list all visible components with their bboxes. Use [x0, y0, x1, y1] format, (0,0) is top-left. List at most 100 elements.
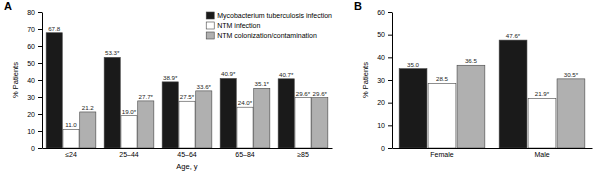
tick-label: 25–44: [119, 151, 139, 158]
tick-label: 20: [377, 99, 385, 106]
tick-mark: [388, 125, 392, 126]
bar: [121, 116, 137, 148]
bar: [237, 107, 253, 148]
data-label: 30.5*: [564, 71, 579, 78]
tick-label: 30: [377, 77, 385, 84]
tick-mark: [388, 80, 392, 81]
tick-label: Female: [430, 151, 453, 158]
data-label: 27.5*: [180, 93, 195, 100]
y-axis-title: % Patients: [361, 62, 370, 98]
data-label: 29.6*: [296, 90, 311, 97]
axis-line: [392, 13, 393, 149]
tick-mark: [388, 12, 392, 13]
panel-label: B: [354, 0, 362, 12]
bar: [138, 101, 154, 148]
tick: 30: [377, 77, 392, 84]
tick: 60: [377, 9, 392, 16]
tick: 80: [27, 9, 42, 16]
data-label: 35.0: [407, 61, 420, 68]
tick-label: 30: [27, 94, 35, 101]
bar: [278, 79, 294, 148]
data-label: 19.0*: [122, 108, 137, 115]
tick: 40: [377, 54, 392, 61]
tick-mark: [388, 103, 392, 104]
legend: Mycobacterium tuberculosis infection NTM …: [206, 12, 332, 39]
legend-entry: NTM colonization/contamination: [206, 32, 317, 39]
bar: [104, 57, 120, 148]
panel-label: A: [4, 0, 12, 12]
data-label: 40.7*: [279, 71, 294, 78]
bar: [312, 98, 328, 148]
bars: [46, 33, 328, 148]
tick: 50: [27, 60, 42, 67]
tick: 70: [27, 26, 42, 33]
bar: [254, 88, 270, 148]
figure: 67.853.3*38.9*40.9*40.7*11.019.0*27.5*24…: [0, 0, 600, 174]
data-label: 24.0*: [238, 99, 253, 106]
data-label: 40.9*: [221, 70, 236, 77]
data-labels: 35.0 47.6* 28.5 21.9* 36.5 30.5*: [407, 32, 579, 97]
bar: [557, 79, 585, 148]
data-label: 38.9*: [163, 74, 178, 81]
tick-mark: [38, 12, 42, 13]
data-labels: 67.853.3*38.9*40.9*40.7*11.019.0*27.5*24…: [48, 25, 327, 129]
data-label: 47.6*: [506, 32, 521, 39]
panel: 35.047.6*28.521.9*36.530.5*0102030405060…: [354, 0, 593, 158]
legend-label: Mycobacterium tuberculosis infection: [217, 12, 332, 20]
tick-label: 60: [27, 43, 35, 50]
tick: Male: [534, 151, 549, 158]
tick: 45–64: [177, 151, 197, 158]
bar: [457, 65, 485, 148]
x-axis: Female Male: [393, 149, 593, 158]
tick: 40: [27, 77, 42, 84]
x-axis: ≤24 25–44 45–64 65–84 ≥85: [43, 149, 333, 158]
tick-label: 10: [27, 128, 35, 135]
tick: 50: [377, 31, 392, 38]
bar: [179, 101, 195, 148]
y-axis-title: % Patients: [11, 62, 20, 98]
data-label: 53.3*: [105, 49, 120, 56]
tick-label: 50: [377, 31, 385, 38]
tick: Female: [430, 151, 453, 158]
tick-label: ≤24: [65, 151, 77, 158]
x-axis-title: Age, y: [176, 162, 198, 171]
data-label: 21.9*: [535, 90, 550, 97]
y-axis: 0 10 20 30 40 50 60 70 80: [27, 9, 42, 152]
tick-label: ≥85: [297, 151, 309, 158]
tick-mark: [388, 35, 392, 36]
tick-label: 65–84: [235, 151, 255, 158]
tick-mark: [38, 63, 42, 64]
tick: 60: [27, 43, 42, 50]
tick-label: 70: [27, 26, 35, 33]
tick: 20: [27, 111, 42, 118]
tick: 20: [377, 99, 392, 106]
tick: 30: [27, 94, 42, 101]
tick-label: 0: [31, 145, 35, 152]
tick-label: 40: [377, 54, 385, 61]
bar: [428, 83, 456, 148]
tick-label: 10: [377, 122, 385, 129]
data-label: 28.5: [436, 75, 449, 82]
tick: 25–44: [119, 151, 139, 158]
bar: [46, 33, 62, 148]
legend-swatch: [206, 12, 214, 19]
data-label: 36.5: [465, 57, 478, 64]
bar: [399, 69, 427, 148]
bar: [196, 91, 212, 148]
data-label: 27.7*: [139, 93, 154, 100]
axis-line: [43, 148, 333, 149]
tick-mark: [388, 57, 392, 58]
tick-label: 45–64: [177, 151, 197, 158]
tick-label: 60: [377, 9, 385, 16]
tick: ≥85: [297, 151, 309, 158]
tick: 10: [377, 122, 392, 129]
bar: [80, 112, 96, 148]
tick-mark: [38, 29, 42, 30]
bars: [399, 40, 585, 148]
legend-swatch: [206, 32, 214, 39]
tick-mark: [38, 80, 42, 81]
tick-label: 20: [27, 111, 35, 118]
bar: [295, 98, 311, 148]
legend-swatch: [206, 22, 214, 29]
tick: 10: [27, 128, 42, 135]
